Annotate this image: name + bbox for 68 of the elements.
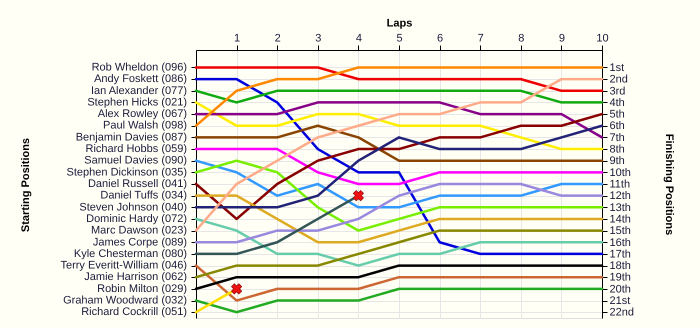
line-series (194, 194, 604, 244)
text: Dominic Hardy (072) (86, 212, 187, 225)
text: Jamie Harrison (062) (84, 271, 187, 284)
text: Ian Alexander (077) (90, 84, 187, 97)
x-tick-label: 7 (478, 32, 484, 44)
text: Steven Johnson (040) (79, 201, 187, 214)
y-tick-label: 10th (610, 166, 631, 179)
y-tick-label: 20th (610, 283, 631, 296)
text: Paul Walsh (098) (103, 120, 187, 132)
y-tick-label: 21st (610, 295, 630, 308)
y-tick-label: 6th (610, 120, 625, 132)
text: Andy Foskett (086) (94, 73, 187, 86)
text: Starting Positions (20, 138, 32, 232)
text: Stephen Dickinson (035) (66, 166, 187, 178)
line-series (194, 112, 604, 220)
x-axis-title: Laps (386, 18, 412, 30)
x-tick-label: 9 (558, 32, 565, 44)
line-series (194, 101, 604, 150)
y-tick-label: 7th (610, 132, 625, 144)
y-tick-label: 5th (610, 108, 625, 121)
y-tick-label: 2nd (610, 74, 628, 86)
line-series (194, 66, 604, 127)
x-tick-label: 1 (234, 32, 240, 44)
y-tick-label: 22nd (610, 306, 634, 319)
line-series (194, 159, 604, 209)
y-axis-title: Finishing Positions (662, 134, 675, 236)
x-tick-label: 10 (596, 32, 609, 44)
y-tick-label: 4th (610, 96, 625, 109)
y-tick-label: 14th (610, 213, 631, 226)
line-series (194, 159, 604, 232)
line-series (194, 182, 604, 244)
y-tick-label: 16th (610, 236, 631, 249)
y-tick-label: 12th (610, 190, 631, 202)
y-tick-label: 3rd (610, 85, 626, 98)
y-tick-label: 1st (610, 62, 624, 74)
y-tick-label: 13th (610, 202, 631, 214)
text: Daniel Russell (041) (88, 178, 187, 190)
y-tick-label: 11th (610, 178, 630, 190)
line-series (194, 229, 604, 278)
text: Daniel Tuffs (034) (100, 190, 187, 202)
y-tick-label: 15th (610, 225, 631, 238)
x-tick-label: 4 (356, 32, 362, 44)
text: Terry Everitt-William (046) (60, 260, 187, 272)
x-tick-label: 5 (396, 32, 403, 44)
text: Kyle Chesterman (080) (74, 248, 187, 260)
text: Robin Milton (029) (97, 282, 187, 295)
x-tick-label: 3 (315, 32, 322, 44)
text: James Corpe (089) (92, 236, 187, 248)
text: Stephen Hicks (021) (87, 96, 187, 108)
text: Richard Hobbs (059) (86, 143, 187, 156)
line-series (194, 124, 604, 209)
y-tick-label: 8th (610, 144, 625, 156)
line-series (194, 218, 604, 267)
line-series (194, 264, 604, 302)
text: Rob Wheldon (096) (92, 61, 187, 74)
x-tick-label: 6 (437, 32, 444, 44)
x-tick-label: 8 (518, 32, 524, 44)
y-tick-label: 9th (610, 155, 625, 168)
text: Marc Dawson (023) (91, 224, 187, 237)
y-tick-label: 17th (610, 248, 631, 260)
text: Benjamin Davies (087) (76, 131, 187, 144)
text: Samuel Davies (090) (84, 154, 187, 167)
text: Alex Rowley (067) (98, 108, 187, 120)
text: Graham Woodward (032) (63, 294, 187, 307)
x-tick-label: 2 (274, 32, 281, 44)
y-tick-label: 18th (610, 260, 631, 272)
y-tick-label: 19th (610, 272, 631, 284)
text: Richard Cockrill (051) (81, 306, 187, 318)
